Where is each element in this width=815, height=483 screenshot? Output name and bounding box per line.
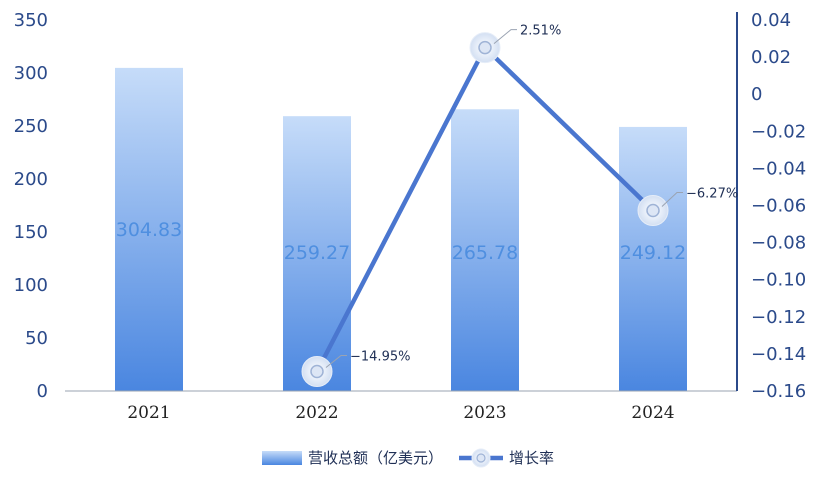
y-right-tick-label: −0.08	[751, 233, 806, 254]
line-data-label: −6.27%	[686, 187, 738, 202]
line-marker	[478, 40, 492, 55]
legend-bar-swatch	[262, 451, 302, 465]
bar-data-labels: 304.83 259.27 265.78 249.12	[116, 219, 686, 264]
y-left-tick-label: 0	[37, 381, 48, 402]
y-left-tick-label: 50	[25, 328, 48, 349]
legend-bar-label: 营收总额（亿美元）	[308, 449, 443, 467]
bar-2024	[619, 126, 687, 391]
y-right-tick-label: −0.12	[751, 307, 806, 328]
bar-2023	[451, 109, 519, 392]
legend: 营收总额（亿美元） 增长率	[262, 448, 554, 468]
y-right-tick-label: −0.10	[751, 270, 806, 291]
x-tick-label: 2023	[463, 403, 506, 423]
y-right-tick-label: −0.14	[751, 344, 806, 365]
legend-line-marker	[476, 453, 486, 463]
bar-2022	[283, 116, 351, 391]
y-left-tick-label: 200	[14, 169, 48, 190]
y-left-tick-label: 350	[14, 10, 48, 31]
axes: 0 50 100 150 200 250 300 350 0.04 0.02 0 −0.02 −0.04…	[14, 10, 807, 423]
y-right-tick-label: 0.04	[751, 10, 791, 31]
line-data-label: 2.51%	[520, 24, 561, 39]
y-left-tick-label: 150	[14, 222, 48, 243]
y-right-tick-label: −0.16	[751, 381, 806, 402]
y-left-tick-label: 300	[14, 63, 48, 84]
x-tick-label: 2022	[295, 403, 338, 423]
x-tick-label: 2021	[127, 403, 170, 423]
line-marker	[310, 364, 324, 379]
x-tick-label: 2024	[631, 403, 674, 423]
y-left-tick-label: 100	[14, 275, 48, 296]
bar-series	[115, 67, 687, 392]
callout-leader	[493, 29, 517, 45]
line-series: −14.95% 2.51% −6.27%	[301, 24, 738, 388]
callout-leader	[325, 355, 347, 368]
bar-data-label: 265.78	[452, 242, 518, 264]
y-right-tick-label: 0	[751, 84, 762, 105]
legend-line-label: 增长率	[509, 449, 554, 467]
bar-2021	[115, 67, 183, 392]
y-right-tick-label: −0.06	[751, 196, 806, 217]
bar-data-label: 259.27	[284, 242, 350, 264]
line-marker	[646, 203, 660, 218]
y-right-tick-label: −0.04	[751, 158, 806, 179]
y-right-tick-label: −0.02	[751, 121, 806, 142]
bar-data-label: 304.83	[116, 219, 182, 241]
y-left-tick-label: 250	[14, 116, 48, 137]
bar-data-label: 249.12	[620, 242, 686, 264]
y-right-tick-label: 0.02	[751, 47, 791, 68]
line-data-label: −14.95%	[350, 350, 410, 365]
callout-leader	[661, 192, 683, 207]
